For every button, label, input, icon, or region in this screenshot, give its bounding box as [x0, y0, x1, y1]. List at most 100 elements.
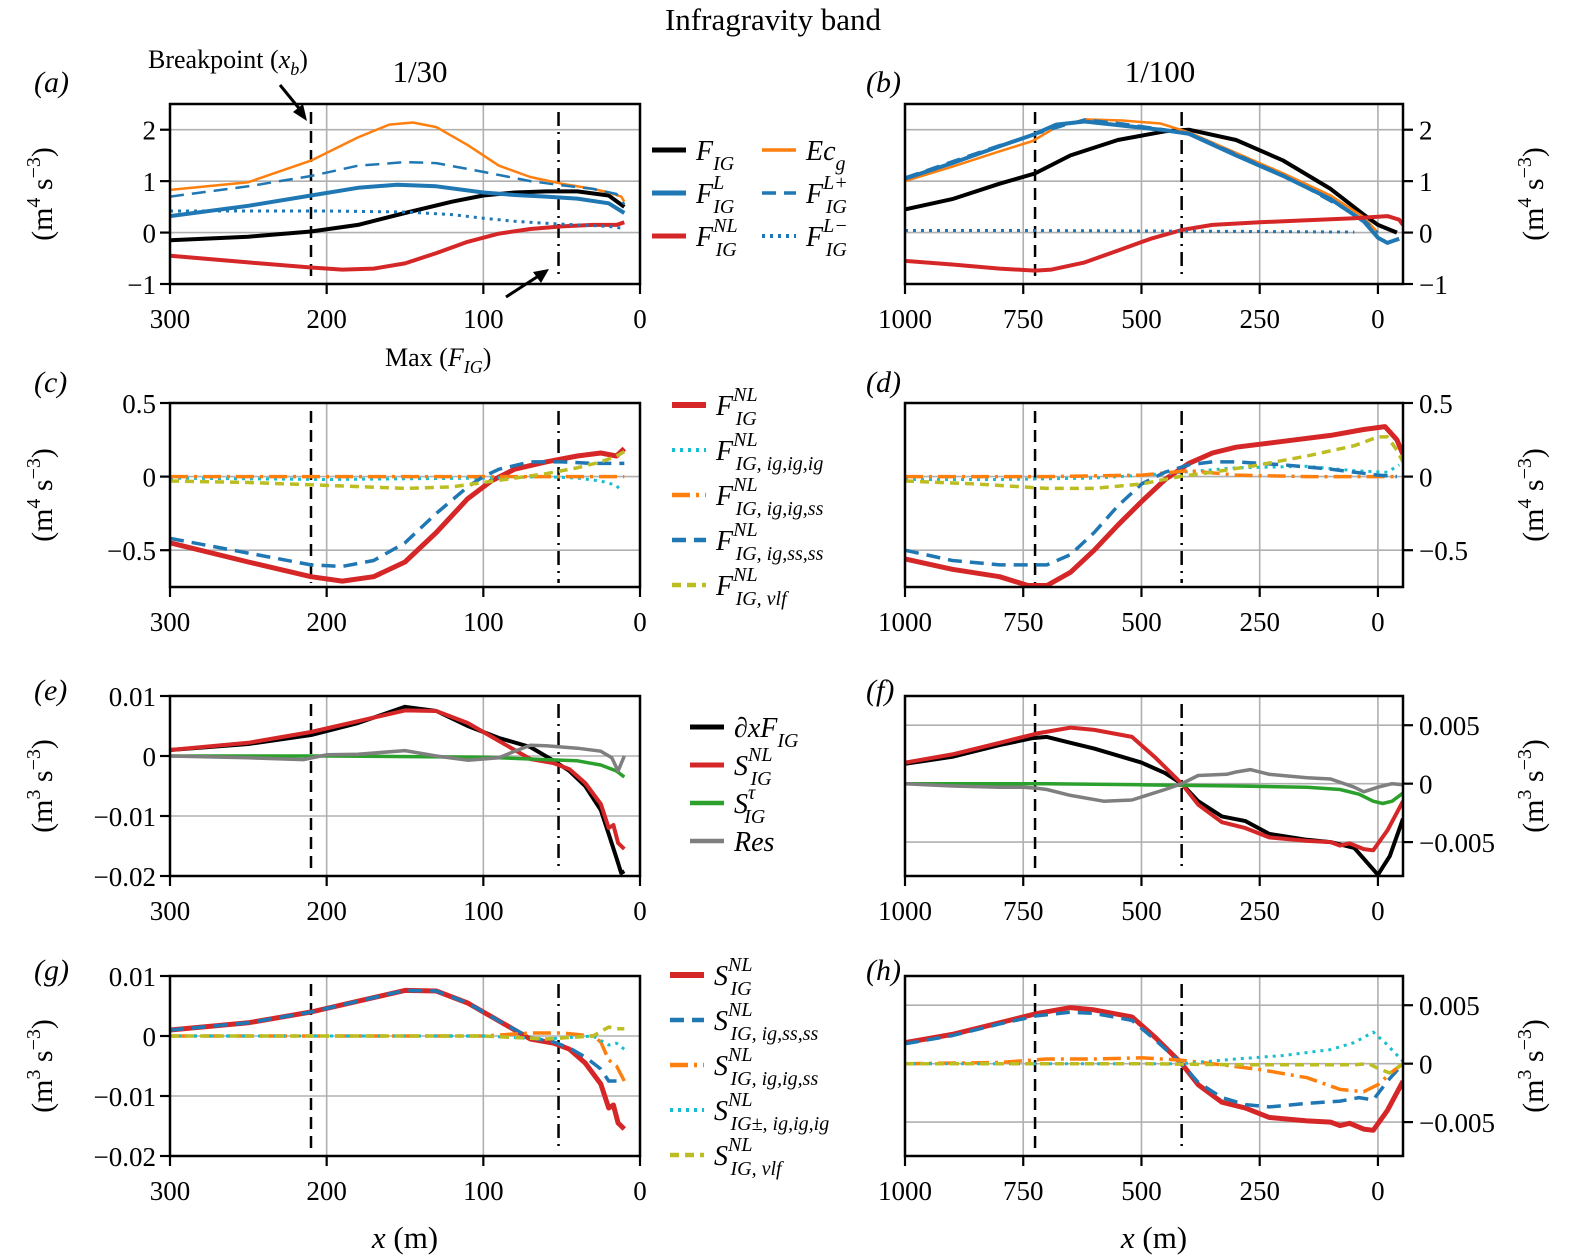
x-axis-label: x (m)	[371, 1220, 438, 1255]
y-axis-label: (m3 s−3)	[1514, 1019, 1550, 1113]
legend-entry: FIG	[652, 136, 735, 175]
legend-entry: FNL IG, ig,ig,ig	[672, 429, 823, 475]
series-s-ig-	[170, 754, 626, 779]
y-axis-label: (m4 s−3)	[23, 448, 59, 542]
legend-a: FIG Ecg FL IG FL+ IG FNL IG FL− IG	[652, 136, 848, 261]
plot-area	[170, 112, 626, 280]
series-s-ig-nl	[170, 987, 627, 1131]
y-tick-label: −1	[127, 270, 156, 300]
panel-d: 1000 750 500 250 0 −0.5 0 0.5 (m4 s−3) (d)	[866, 366, 1550, 637]
axes-frame	[903, 102, 1405, 286]
series-s-ig-ig-ss-ss-nl	[170, 988, 617, 1083]
breakpoint-arrow	[278, 84, 304, 113]
legend-entry: FL+ IG	[762, 172, 848, 218]
legend-entry: FNL IG	[652, 215, 738, 261]
figure-title: Infragravity band	[665, 2, 882, 37]
x-tick-label: 500	[1121, 1176, 1162, 1206]
legend-label: SNL IG, ig,ss,ss	[714, 999, 818, 1045]
series-f-ig-l-	[170, 209, 625, 230]
x-tick-label: 750	[1003, 607, 1044, 637]
max-flux-arrowhead	[533, 269, 549, 283]
x-tick-label: 250	[1239, 1176, 1280, 1206]
panel-label: (a)	[34, 66, 69, 99]
legend-label: FNL IG, vlf	[715, 564, 789, 610]
plot-area	[905, 112, 1403, 280]
x-tick-label: 0	[1371, 304, 1385, 334]
y-tick-label: 2	[143, 116, 157, 146]
series-f-ig-l	[170, 182, 626, 219]
series-f-ig-vlf-nl	[170, 450, 626, 491]
panel-b: 1000 750 500 250 0 −1 0 1 2 (m4 s−3) (b)	[866, 66, 1550, 334]
legend-entry: Res	[690, 827, 775, 858]
legend-entry: SNL IG	[690, 744, 772, 790]
panel-label: (h)	[866, 954, 901, 987]
panel-f: 1000 750 500 250 0 −0.005 0 0.005 (m3 s−3) (f)	[866, 674, 1550, 926]
y-tick-label: −0.01	[94, 802, 156, 832]
x-tick-label: 750	[1003, 1176, 1044, 1206]
y-tick-label: 2	[1419, 116, 1433, 146]
legend-entry: FNL IG, ig,ss,ss	[672, 519, 824, 565]
series-s-ig-ig-ig-ig-nl	[905, 1030, 1403, 1066]
series-s-ig-ig-ig-ss-nl	[905, 1056, 1403, 1094]
series-f-ig-ig-ig-ss-nl	[905, 468, 1397, 479]
legend-label: FNL IG	[695, 215, 738, 261]
panel-label: (f)	[866, 674, 894, 707]
y-axis-label: (m3 s−3)	[23, 739, 59, 833]
legend-label: FL+ IG	[805, 172, 848, 218]
series-ec-g	[170, 121, 626, 203]
series-f-ig-l	[905, 119, 1400, 245]
series-f-ig-nl	[170, 220, 625, 272]
x-tick-label: 1000	[878, 304, 932, 334]
x-tick-label: 500	[1121, 304, 1162, 334]
series-ec-g	[905, 118, 1379, 234]
legend-entry: SNL IG	[670, 954, 752, 1000]
series-f-ig-l-	[170, 160, 626, 206]
y-axis-label: (m4 s−3)	[23, 147, 59, 241]
legend-entry: ∂xFIG	[690, 713, 799, 752]
legend-label: SNL IG, vlf	[714, 1134, 784, 1180]
x-tick-label: 300	[150, 896, 191, 926]
series-f-ig-nl	[170, 446, 627, 584]
series-f-ig-l-	[905, 118, 1379, 234]
series--x-f-ig	[170, 704, 626, 875]
legend-label: SNL IG, ig,ig,ss	[714, 1044, 818, 1090]
y-tick-label: −1	[1419, 270, 1448, 300]
x-tick-label: 250	[1239, 896, 1280, 926]
x-tick-label: 0	[1371, 607, 1385, 637]
y-tick-label: 0	[1419, 219, 1433, 249]
legend-entry: Sτ IG	[690, 782, 766, 828]
y-tick-label: 0	[143, 1022, 157, 1052]
legend-label: Res	[733, 827, 775, 858]
panel-e: 300 200 100 0 −0.02 −0.01 0 0.01 (m3 s−3) (e)	[23, 674, 647, 926]
legend-label: FNL IG, ig,ig,ig	[715, 429, 823, 475]
y-tick-label: −0.005	[1419, 828, 1495, 858]
y-tick-label: −0.5	[107, 536, 156, 566]
y-tick-label: 0	[143, 463, 157, 493]
x-tick-label: 300	[150, 607, 191, 637]
x-tick-label: 500	[1121, 896, 1162, 926]
y-tick-label: 0.01	[109, 682, 156, 712]
y-axis-label: (m3 s−3)	[23, 1019, 59, 1113]
y-axis-label: (m3 s−3)	[1514, 739, 1550, 833]
x-tick-label: 100	[463, 896, 504, 926]
legend-label: FIG	[695, 136, 735, 175]
series-s-ig-	[905, 781, 1403, 806]
panel-label: (g)	[34, 954, 69, 987]
panel-g: 300 200 100 0 −0.02 −0.01 0 0.01 (m3 s−3) (g) x (m…	[23, 954, 647, 1255]
x-tick-label: 200	[306, 304, 347, 334]
y-tick-label: 0	[1419, 1050, 1433, 1080]
max-flux-annotation: Max (FIG)	[385, 343, 491, 377]
y-tick-label: 0.01	[109, 962, 156, 992]
x-tick-label: 100	[463, 607, 504, 637]
column-title-left: 1/30	[392, 54, 447, 89]
legend-entry: Ecg	[762, 136, 846, 175]
series-f-ig-ig-ig-ig-nl	[905, 463, 1400, 481]
x-tick-label: 0	[633, 1176, 647, 1206]
y-tick-label: −0.01	[94, 1082, 156, 1112]
plot-area	[170, 411, 627, 584]
x-tick-label: 100	[463, 304, 504, 334]
axes-frame	[168, 974, 642, 1158]
